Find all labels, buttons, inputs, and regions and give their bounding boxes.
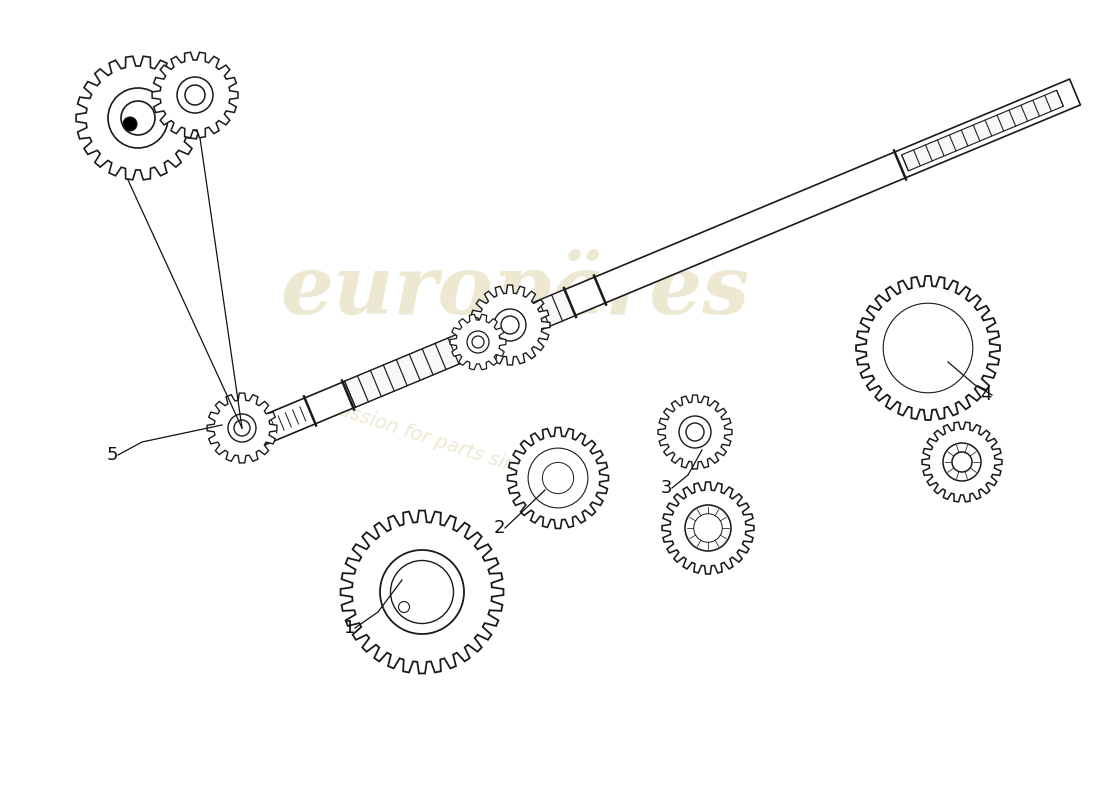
- Circle shape: [686, 423, 704, 441]
- Circle shape: [468, 331, 490, 353]
- Circle shape: [472, 336, 484, 348]
- Circle shape: [544, 464, 572, 492]
- Polygon shape: [470, 285, 550, 365]
- Polygon shape: [344, 290, 575, 407]
- Circle shape: [494, 309, 526, 341]
- Circle shape: [123, 117, 138, 131]
- Circle shape: [234, 420, 250, 436]
- Polygon shape: [207, 393, 277, 463]
- Circle shape: [379, 550, 464, 634]
- Circle shape: [532, 452, 584, 504]
- Circle shape: [888, 308, 968, 388]
- Text: europäres: europäres: [280, 249, 749, 331]
- Circle shape: [685, 505, 732, 551]
- Circle shape: [177, 77, 213, 113]
- Circle shape: [883, 303, 972, 393]
- Circle shape: [679, 416, 711, 448]
- Polygon shape: [76, 56, 200, 180]
- Circle shape: [398, 602, 409, 613]
- Circle shape: [952, 452, 972, 472]
- Polygon shape: [662, 482, 754, 574]
- Circle shape: [121, 101, 155, 135]
- Circle shape: [542, 462, 573, 494]
- Circle shape: [528, 448, 587, 508]
- Polygon shape: [240, 79, 1080, 451]
- Polygon shape: [658, 395, 732, 469]
- Circle shape: [696, 516, 720, 540]
- Polygon shape: [152, 52, 238, 138]
- Circle shape: [228, 414, 256, 442]
- Circle shape: [906, 326, 950, 370]
- Polygon shape: [341, 510, 504, 674]
- Circle shape: [694, 514, 723, 542]
- Polygon shape: [507, 427, 608, 529]
- Text: a passion for parts since 1965: a passion for parts since 1965: [307, 390, 593, 499]
- Circle shape: [185, 85, 205, 105]
- Circle shape: [400, 570, 444, 614]
- Text: 2: 2: [494, 519, 505, 537]
- Text: 5: 5: [107, 446, 118, 464]
- Text: 3: 3: [660, 479, 672, 497]
- Polygon shape: [922, 422, 1002, 502]
- Polygon shape: [902, 90, 1064, 171]
- Text: 4: 4: [980, 386, 992, 404]
- Text: 1: 1: [343, 619, 355, 637]
- Circle shape: [500, 316, 519, 334]
- Circle shape: [108, 88, 168, 148]
- Polygon shape: [450, 314, 506, 370]
- Polygon shape: [856, 276, 1000, 420]
- Circle shape: [943, 443, 981, 481]
- Circle shape: [390, 561, 453, 623]
